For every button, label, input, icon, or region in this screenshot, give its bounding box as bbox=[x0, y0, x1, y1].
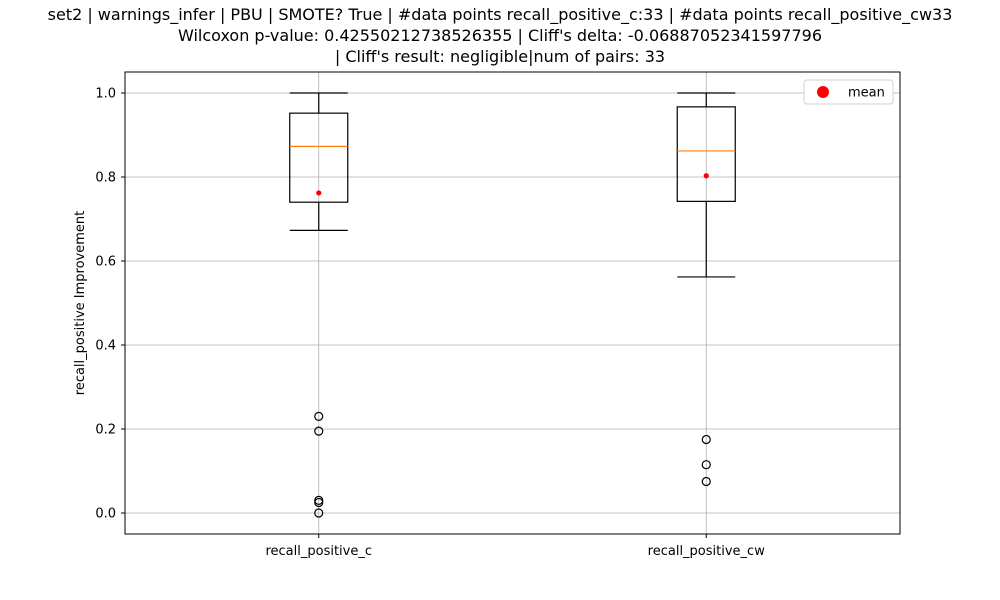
x-tick-label: recall_positive_c bbox=[265, 544, 372, 559]
outlier-point bbox=[701, 476, 711, 487]
legend-marker-mean bbox=[817, 86, 829, 98]
box-iqr bbox=[676, 106, 736, 202]
y-tick-label: 0.0 bbox=[95, 507, 116, 522]
y-tick-label: 1.0 bbox=[95, 87, 116, 102]
x-tick-label: recall_positive_cw bbox=[648, 544, 766, 559]
title-line: | Cliff's result: negligible|num of pair… bbox=[334, 47, 666, 66]
chart-title: set2 | warnings_infer | PBU | SMOTE? Tru… bbox=[0, 4, 1000, 67]
y-tick-label: 0.8 bbox=[95, 171, 116, 186]
outlier-point bbox=[701, 434, 711, 445]
legend-frame bbox=[803, 79, 894, 105]
y-tick-label: 0.4 bbox=[95, 339, 116, 354]
y-tick-label: 0.6 bbox=[95, 255, 116, 270]
outlier-point bbox=[314, 508, 324, 518]
grid bbox=[125, 72, 900, 534]
outlier-point bbox=[314, 497, 324, 508]
plot-frame bbox=[124, 71, 901, 535]
box-iqr bbox=[289, 112, 349, 203]
outlier-point bbox=[314, 411, 324, 421]
boxes bbox=[289, 92, 736, 518]
mean-point bbox=[316, 190, 322, 196]
outlier-point bbox=[701, 460, 711, 470]
outlier-point bbox=[314, 426, 324, 436]
y-axis-label: recall_positive Improvement bbox=[73, 211, 88, 395]
title-line: set2 | warnings_infer | PBU | SMOTE? Tru… bbox=[47, 5, 953, 24]
legend: mean bbox=[803, 79, 894, 105]
mean-point bbox=[703, 173, 709, 179]
axes: 0.0 0.2 0.4 0.6 0.8 1.0 recall_positive_c recal… bbox=[95, 87, 765, 560]
title-line: Wilcoxon p-value: 0.42550212738526355 | … bbox=[177, 26, 822, 45]
y-tick-label: 0.2 bbox=[95, 423, 116, 438]
legend-label-mean: mean bbox=[848, 86, 885, 101]
